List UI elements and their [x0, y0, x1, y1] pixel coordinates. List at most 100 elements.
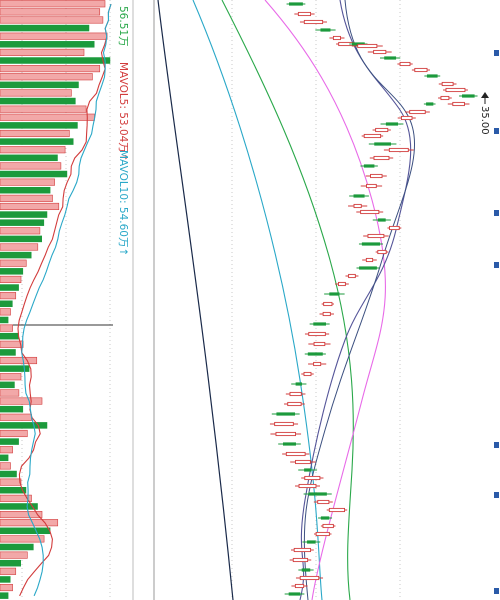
- candle-body: [289, 2, 303, 6]
- volume-bar: [0, 405, 24, 413]
- volume-bar: [0, 308, 11, 316]
- candle-body: [320, 28, 331, 32]
- candle-body: [307, 352, 323, 356]
- volume-bar: [0, 567, 17, 575]
- volume-bar: [0, 57, 111, 64]
- volume-bar: [0, 0, 106, 8]
- candle-body: [359, 266, 377, 270]
- candle-body: [288, 592, 301, 596]
- candle-body: [353, 194, 365, 198]
- axis-marker: [494, 588, 499, 594]
- candle-body: [399, 61, 411, 67]
- candle-body: [328, 507, 346, 513]
- candle-body: [315, 531, 330, 537]
- ma-line-short: [221, 0, 354, 600]
- candle-body: [374, 142, 391, 146]
- candle-body: [295, 382, 303, 386]
- candle-body: [294, 583, 305, 589]
- volume-bar: [0, 365, 30, 372]
- candle-body: [332, 35, 341, 41]
- ma-line-medium: [192, 0, 323, 600]
- candle-body: [348, 273, 356, 279]
- volume-bar: [0, 32, 108, 40]
- volume-bar: [0, 154, 58, 162]
- candle-body: [308, 492, 327, 496]
- volume-bar: [0, 389, 20, 397]
- volume-bar: [0, 113, 95, 121]
- volume-bar: [0, 89, 72, 97]
- candle-body: [365, 257, 374, 263]
- candle-body: [367, 233, 385, 239]
- volume-bar: [0, 527, 51, 535]
- volume-bar: [0, 583, 13, 592]
- axis-marker: [494, 128, 499, 134]
- axis-marker: [494, 210, 499, 216]
- candle-body: [299, 575, 320, 581]
- volume-bar: [0, 8, 101, 16]
- volume-bar: [0, 349, 16, 356]
- volume-bar: [0, 559, 21, 567]
- volume-bar: [0, 503, 38, 510]
- candle-body: [373, 155, 390, 161]
- volume-bar: [0, 535, 45, 543]
- mavol10-line: [21, 3, 112, 597]
- candle-body: [452, 101, 465, 107]
- volume-bar: [0, 340, 24, 348]
- volume-bar: [0, 300, 13, 308]
- price-marker-arrow: [481, 92, 489, 98]
- volume-bar: [0, 138, 74, 145]
- candle-body: [308, 331, 326, 337]
- candle-body: [361, 242, 381, 246]
- candle-body: [363, 133, 382, 139]
- axis-marker: [494, 442, 499, 448]
- volume-bar: [0, 486, 27, 494]
- volume-bar: [0, 470, 17, 478]
- ma-line-price: [303, 0, 416, 600]
- candle-body: [301, 568, 311, 572]
- volume-bar: [0, 129, 70, 138]
- candle-body: [293, 547, 312, 553]
- candle-body: [384, 56, 397, 60]
- candle-body: [426, 74, 438, 78]
- volume-bar: [0, 373, 22, 381]
- volume-bar: [0, 243, 39, 251]
- volume-legend-label: 56.51万: [117, 6, 129, 47]
- volume-bar: [0, 24, 90, 32]
- volume-bar: [0, 41, 95, 48]
- volume-bar: [0, 413, 32, 421]
- volume-bar: [0, 462, 11, 470]
- candle-body: [307, 540, 316, 544]
- volume-bar: [0, 356, 38, 365]
- candle-body: [283, 442, 296, 446]
- volume-bar: [0, 292, 17, 300]
- candle-body: [366, 183, 377, 189]
- candle-body: [445, 87, 466, 93]
- volume-bar: [0, 97, 76, 105]
- volume-bar: [0, 332, 19, 340]
- candle-body: [401, 115, 413, 121]
- volume-bar: [0, 202, 60, 211]
- volume-bar: [0, 170, 68, 178]
- volume-bar: [0, 438, 19, 445]
- volume-bar: [0, 194, 53, 202]
- volume-bar: [0, 178, 55, 186]
- volume-bar: [0, 259, 27, 267]
- candle-body: [295, 459, 311, 465]
- candle-body: [317, 499, 330, 505]
- candle-body: [375, 127, 389, 133]
- candle-body: [338, 281, 346, 287]
- candle-body: [388, 147, 409, 153]
- volume-bar: [0, 146, 66, 154]
- candle-body: [303, 371, 312, 377]
- candle-body: [274, 421, 294, 427]
- candle-body: [377, 249, 387, 255]
- volume-bar: [0, 186, 51, 194]
- volume-bar: [0, 284, 19, 291]
- volume-bar: [0, 122, 78, 129]
- volume-bar: [0, 324, 13, 332]
- candle-body: [426, 102, 434, 106]
- candle-body: [370, 173, 383, 179]
- candle-body: [385, 122, 399, 126]
